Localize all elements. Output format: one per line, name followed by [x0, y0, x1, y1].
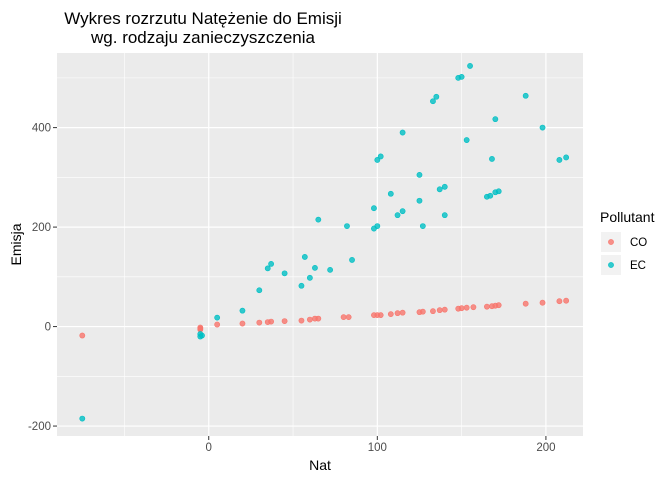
y-tick-label: -200 [28, 421, 51, 433]
data-point-ec [563, 154, 570, 161]
data-point-ec [458, 73, 465, 80]
data-point-ec [374, 157, 381, 163]
data-point-ec [214, 314, 221, 321]
data-point-ec [416, 171, 423, 178]
data-point-co [281, 318, 288, 324]
data-point-co [377, 312, 384, 319]
legend-title: Pollutant [600, 209, 655, 225]
data-point-co [239, 320, 246, 327]
data-point-co [463, 304, 470, 311]
data-point-co [306, 316, 313, 323]
y-tick-label: 0 [45, 322, 51, 334]
data-point-ec [556, 157, 563, 163]
minor-gridlines [57, 53, 583, 436]
data-point-ec [492, 116, 499, 123]
data-point-co [484, 303, 490, 310]
data-point-co [556, 298, 563, 305]
data-point-co [419, 308, 426, 315]
legend-label-co: CO [630, 237, 647, 249]
data-point-ec [394, 212, 401, 219]
data-point-ec [441, 183, 448, 190]
data-point-ec [489, 156, 495, 162]
data-point-ec [327, 266, 334, 273]
series-ec [79, 63, 570, 422]
y-tick-label: 200 [32, 222, 51, 234]
data-point-co [256, 319, 263, 326]
data-point-ec [539, 124, 546, 131]
legend-label-ec: EC [630, 260, 646, 272]
data-point-co [387, 311, 394, 318]
data-point-co [315, 315, 322, 322]
y-axis-ticks: -200 0 200 400 [28, 123, 57, 433]
data-point-co [298, 317, 305, 324]
data-point-ec [199, 332, 205, 339]
data-point-co [345, 314, 352, 321]
data-point-co [458, 305, 465, 312]
y-tick-label: 400 [32, 123, 51, 135]
data-point-ec [387, 190, 394, 197]
data-point-co [79, 332, 86, 339]
x-tick-label: 0 [206, 442, 212, 454]
data-point-ec [344, 223, 350, 229]
data-point-ec [371, 205, 377, 212]
x-axis-ticks: 0 100 200 [206, 436, 556, 454]
data-point-ec [281, 270, 288, 277]
data-point-co [470, 304, 477, 311]
data-point-ec [399, 129, 406, 136]
data-point-ec [264, 265, 271, 272]
legend: Pollutant CO EC [600, 209, 655, 275]
data-point-ec [522, 92, 529, 99]
data-point-co [268, 318, 275, 325]
data-point-ec [419, 223, 426, 229]
data-point-ec [239, 307, 246, 314]
data-point-co [394, 310, 401, 317]
data-point-co [522, 300, 529, 307]
chart-title-line: wg. rodzaju zanieczyszczenia [90, 28, 315, 47]
y-axis-title: Emisja [8, 223, 24, 265]
legend-key-co [608, 239, 614, 245]
chart-title-line: Wykres rozrzutu Natężenie do Emisji [64, 9, 342, 28]
data-point-co [539, 299, 546, 306]
data-point-ec [79, 415, 86, 422]
data-point-ec [495, 188, 502, 195]
x-tick-label: 100 [368, 442, 387, 454]
data-point-co [399, 309, 406, 316]
data-point-ec [374, 223, 381, 229]
data-point-co [214, 321, 221, 328]
data-point-ec [430, 98, 436, 105]
data-point-ec [268, 260, 275, 267]
data-point-ec [315, 216, 322, 223]
data-point-co [340, 314, 347, 321]
plot-panel [57, 53, 583, 436]
legend-key-ec [608, 262, 614, 268]
data-point-ec [256, 287, 263, 294]
data-point-ec [487, 192, 494, 199]
data-point-ec [377, 153, 384, 160]
data-point-ec [416, 197, 423, 204]
data-point-ec [301, 254, 308, 260]
data-points [79, 63, 570, 422]
data-point-ec [298, 282, 305, 289]
data-point-ec [399, 208, 406, 215]
data-point-ec [349, 257, 355, 263]
data-point-ec [312, 264, 318, 271]
data-point-ec [467, 63, 473, 69]
data-point-co [436, 307, 443, 314]
data-point-ec [436, 186, 443, 193]
x-tick-label: 200 [536, 442, 555, 454]
data-point-ec [433, 93, 440, 100]
data-point-co [441, 306, 448, 313]
data-point-co [495, 302, 502, 309]
data-point-co [563, 297, 570, 304]
data-point-ec [306, 274, 313, 281]
data-point-ec [463, 137, 470, 143]
data-point-co [430, 308, 436, 315]
data-point-ec [441, 212, 448, 219]
major-gridlines [57, 53, 583, 436]
x-axis-title: Nat [309, 457, 331, 473]
